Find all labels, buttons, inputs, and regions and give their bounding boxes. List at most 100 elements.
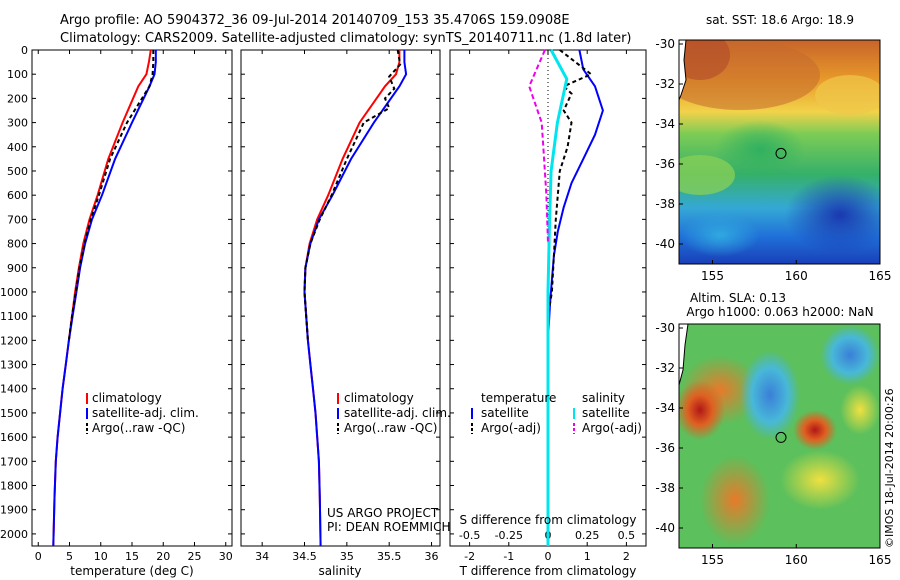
depth-tick-label: 1100 bbox=[0, 310, 28, 323]
temperature-axes bbox=[31, 49, 233, 547]
depth-tick-label: 700 bbox=[7, 213, 28, 226]
map-lat-label: -36 bbox=[655, 441, 675, 455]
map-lon-label: 165 bbox=[869, 553, 892, 567]
difference-t-tick-label: -1 bbox=[503, 550, 514, 563]
temperature-tick-label: 25 bbox=[188, 550, 202, 563]
legend-climatology-s: climatology bbox=[344, 391, 414, 405]
temperature-tick-label: 20 bbox=[156, 550, 170, 563]
difference-s-tick-label: 0.5 bbox=[618, 529, 636, 542]
legend-satellite-s: satellite-adj. clim. bbox=[344, 406, 451, 420]
depth-tick-label: 200 bbox=[7, 92, 28, 105]
map-lat-label: -36 bbox=[655, 157, 675, 171]
difference-t-tick-label: 2 bbox=[623, 550, 630, 563]
depth-tick-label: 800 bbox=[7, 238, 28, 251]
sst-argo-location-marker bbox=[775, 147, 787, 159]
depth-tick-label: 1500 bbox=[0, 407, 28, 420]
map-lat-label: -30 bbox=[655, 37, 675, 51]
map-lon-label: 155 bbox=[701, 553, 724, 567]
header-line-1: Argo profile: AO 5904372_36 09-Jul-2014 … bbox=[60, 13, 570, 28]
legend-t-satellite: satellite bbox=[481, 406, 529, 420]
sla-coastline bbox=[679, 324, 689, 386]
map-lat-label: -40 bbox=[655, 237, 675, 251]
map-lat-label: -38 bbox=[655, 481, 675, 495]
sla-map bbox=[679, 324, 880, 548]
depth-tick-label: 500 bbox=[7, 165, 28, 178]
salinity-argo-line bbox=[303, 49, 402, 341]
salinity-tick-label: 35.5 bbox=[377, 550, 402, 563]
sst-light-green bbox=[679, 155, 735, 195]
depth-tick-label: 900 bbox=[7, 262, 28, 275]
sla-map-ticks: 155 160 165 -30 -32 -34 -36 -38 -40 bbox=[655, 321, 891, 567]
depth-tick-label: 1300 bbox=[0, 359, 28, 372]
map-lat-label: -34 bbox=[655, 117, 675, 131]
temperature-tick-label: 0 bbox=[35, 550, 42, 563]
depth-tick-label: 1400 bbox=[0, 383, 28, 396]
project-annotation-1: US ARGO PROJECT bbox=[327, 506, 439, 520]
map-lat-label: -30 bbox=[655, 321, 675, 335]
depth-tick-labels: 0 100 200 300 400 500 600 700 800 900 1000 1100 1200… bbox=[0, 44, 646, 541]
t-diff-argo-line bbox=[547, 49, 594, 317]
depth-tick-label: 600 bbox=[7, 189, 28, 202]
depth-tick-label: 2000 bbox=[0, 528, 28, 541]
sst-yellow-patch bbox=[815, 75, 880, 115]
legend-t-argo: Argo(-adj) bbox=[481, 421, 541, 435]
legend-argo-s: Argo(..raw -QC) bbox=[344, 421, 437, 435]
sla-red-patch-2 bbox=[793, 410, 837, 450]
difference-legend: temperature salinity satellite Argo(-adj… bbox=[471, 391, 642, 435]
salinity-xlabel: salinity bbox=[318, 564, 361, 578]
temperature-tick-label: 30 bbox=[219, 550, 233, 563]
salinity-x-ticks: 34 34.5 35 35.5 36 bbox=[255, 50, 439, 563]
header-line-2: Climatology: CARS2009. Satellite-adjuste… bbox=[60, 31, 632, 46]
difference-t-tick-label: 0 bbox=[545, 550, 552, 563]
s-diff-satellite-line bbox=[546, 49, 569, 546]
sst-hot-coast bbox=[679, 40, 730, 80]
sla-yellow-patch-2 bbox=[840, 385, 880, 435]
difference-s-xlabel: S difference from climatology bbox=[460, 513, 637, 527]
difference-series bbox=[528, 49, 604, 546]
sla-blue-patch bbox=[740, 350, 800, 440]
temperature-series bbox=[52, 49, 157, 547]
salinity-series bbox=[303, 49, 408, 547]
sla-map-subtitle: Argo h1000: 0.063 h2000: NaN bbox=[686, 305, 873, 319]
project-annotation-2: PI: DEAN ROEMMICH bbox=[327, 520, 450, 534]
sst-blue-patch bbox=[785, 175, 880, 255]
map-lat-label: -32 bbox=[655, 77, 675, 91]
depth-tick-label: 1000 bbox=[0, 286, 28, 299]
sla-blue-patch-2 bbox=[820, 325, 880, 385]
salinity-legend: climatology satellite-adj. clim. Argo(..… bbox=[337, 391, 451, 435]
temperature-legend: climatology satellite-adj. clim. Argo(..… bbox=[86, 391, 199, 435]
legend-temperature-header: temperature bbox=[481, 391, 556, 405]
sla-map-frame bbox=[678, 323, 881, 549]
legend-s-satellite: satellite bbox=[582, 406, 630, 420]
difference-t-tick-label: -2 bbox=[464, 550, 475, 563]
map-lon-label: 165 bbox=[869, 269, 892, 283]
depth-tick-label: 1600 bbox=[0, 431, 28, 444]
salinity-tick-label: 34 bbox=[255, 550, 269, 563]
difference-s-tick-label: 0.25 bbox=[575, 529, 600, 542]
legend-s-argo: Argo(-adj) bbox=[582, 421, 642, 435]
sla-map-title: Altim. SLA: 0.13 bbox=[690, 291, 786, 305]
legend-argo: Argo(..raw -QC) bbox=[92, 421, 185, 435]
depth-tick-label: 300 bbox=[7, 117, 28, 130]
difference-xlabel: T difference from climatology bbox=[459, 564, 637, 578]
depth-tick-label: 1900 bbox=[0, 504, 28, 517]
temperature-xlabel: temperature (deg C) bbox=[70, 564, 193, 578]
sst-map bbox=[679, 40, 880, 264]
sst-map-frame bbox=[678, 39, 881, 265]
depth-tick-label: 0 bbox=[21, 44, 28, 57]
temperature-tick-label: 5 bbox=[66, 550, 73, 563]
temperature-x-ticks: 0 5 10 15 20 25 30 bbox=[35, 50, 233, 563]
depth-tick-label: 100 bbox=[7, 68, 28, 81]
legend-climatology: climatology bbox=[92, 391, 162, 405]
difference-s-tick-label: -0.25 bbox=[495, 529, 523, 542]
sla-red-patch bbox=[679, 380, 725, 440]
depth-tick-label: 1700 bbox=[0, 455, 28, 468]
temperature-tick-label: 10 bbox=[94, 550, 108, 563]
map-lon-label: 155 bbox=[701, 269, 724, 283]
sla-argo-location-marker bbox=[775, 431, 787, 443]
sst-cyan-patch bbox=[680, 213, 760, 257]
depth-tick-label: 1800 bbox=[0, 480, 28, 493]
salinity-tick-label: 36 bbox=[425, 550, 439, 563]
temperature-tick-label: 15 bbox=[125, 550, 139, 563]
